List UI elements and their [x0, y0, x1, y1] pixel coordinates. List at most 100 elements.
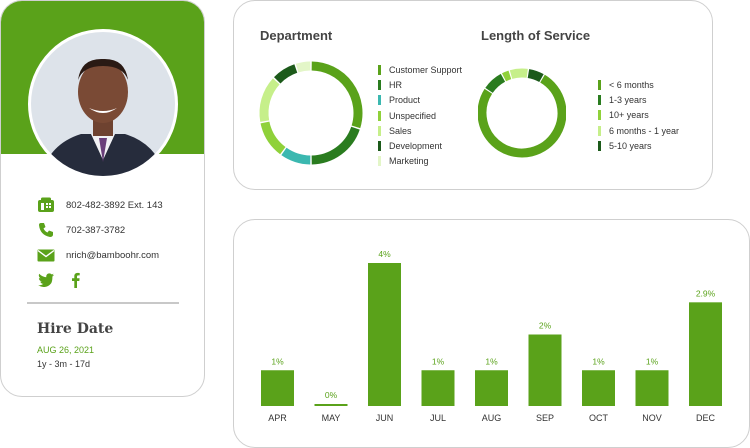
department-legend-item-5: Development: [378, 138, 462, 153]
social-links: [37, 271, 95, 289]
bar-value-label: 4%: [378, 249, 391, 259]
department-donut: [259, 61, 363, 165]
service-slice-2[interactable]: [501, 70, 512, 82]
department-slice-0[interactable]: [311, 61, 363, 129]
legend-swatch: [378, 64, 381, 75]
legend-swatch: [378, 79, 381, 90]
email-text: nrich@bamboohr.com: [66, 249, 160, 261]
service-slice-4[interactable]: [527, 69, 544, 83]
divider: [27, 302, 179, 304]
service-legend-item-3: 6 months - 1 year: [598, 123, 679, 138]
service-title: Length of Service: [481, 28, 591, 43]
x-tick-label: SEP: [536, 413, 554, 423]
legend-label: 10+ years: [609, 110, 649, 121]
legend-label: HR: [389, 79, 402, 90]
bar-jul[interactable]: [421, 370, 455, 406]
x-tick-label: APR: [268, 413, 287, 423]
x-tick-label: AUG: [482, 413, 502, 423]
legend-swatch: [598, 110, 601, 121]
legend-label: Product: [389, 95, 421, 106]
legend-swatch: [378, 95, 381, 106]
bar-value-label: 1%: [432, 356, 445, 366]
x-tick-label: OCT: [589, 413, 609, 423]
bar-dec[interactable]: [689, 302, 722, 406]
service-legend-item-1: 1-3 years: [598, 92, 679, 107]
bar-value-label: 0%: [325, 390, 338, 400]
bar-oct[interactable]: [582, 370, 615, 406]
department-legend: Customer Support HR Product Unspecified Sale…: [378, 62, 462, 169]
bar-value-label: 1%: [271, 356, 284, 366]
legend-swatch: [598, 140, 601, 151]
department-slice-6[interactable]: [295, 61, 311, 73]
department-slice-4[interactable]: [259, 78, 280, 122]
legend-swatch: [378, 156, 381, 167]
bar-value-label: 1%: [592, 356, 605, 366]
legend-swatch: [598, 125, 601, 136]
legend-label: 1-3 years: [609, 94, 647, 105]
hire-date-value: AUG 26, 2021: [37, 345, 95, 355]
x-tick-label: JUL: [430, 413, 446, 423]
service-legend-item-2: 10+ years: [598, 108, 679, 123]
legend-label: Unspecified: [389, 110, 437, 121]
x-tick-label: DEC: [696, 413, 716, 423]
legend-label: 5-10 years: [609, 140, 652, 151]
contact-mobile-phone[interactable]: 702-387-3782: [37, 221, 125, 239]
legend-label: Development: [389, 141, 443, 152]
legend-label: Sales: [389, 125, 412, 136]
legend-swatch: [598, 94, 601, 105]
bar-nov[interactable]: [635, 370, 669, 406]
service-legend-item-4: 5-10 years: [598, 138, 679, 153]
contact-work-phone[interactable]: 802-482-3892 Ext. 143: [37, 196, 163, 214]
department-legend-item-0: Customer Support: [378, 62, 462, 77]
service-legend: < 6 months 1-3 years 10+ years 6 months - 1…: [598, 77, 679, 153]
bar-value-label: 2.9%: [696, 288, 716, 298]
bar-chart-card: 1% APR 0% MAY 4% JUN 1% JUL 1% AUG 2% SEP 1% OCT 1% NOV…: [233, 219, 750, 448]
legend-swatch: [378, 110, 381, 121]
department-slice-2[interactable]: [281, 147, 311, 165]
phone-icon: [37, 221, 55, 239]
bar-jun[interactable]: [368, 263, 401, 406]
bar-value-label: 2%: [539, 321, 552, 331]
avatar: [28, 29, 178, 179]
bar-apr[interactable]: [261, 370, 294, 406]
donut-charts-card: Department Length of Service Customer Su…: [233, 0, 713, 190]
mail-icon: [37, 246, 55, 264]
department-legend-item-4: Sales: [378, 123, 462, 138]
x-tick-label: NOV: [642, 413, 662, 423]
bar-sep[interactable]: [528, 334, 562, 407]
facebook-icon[interactable]: [66, 271, 84, 289]
service-slice-1[interactable]: [485, 73, 506, 94]
department-legend-item-1: HR: [378, 77, 462, 92]
desk-phone-icon: [37, 196, 55, 214]
work-phone-text: 802-482-3892 Ext. 143: [66, 199, 163, 211]
service-slice-3[interactable]: [509, 68, 528, 79]
legend-label: 6 months - 1 year: [609, 125, 680, 136]
twitter-icon[interactable]: [37, 271, 55, 289]
legend-label: Customer Support: [389, 64, 463, 75]
service-slice-0[interactable]: [478, 74, 566, 158]
service-legend-item-0: < 6 months: [598, 77, 679, 92]
legend-swatch: [378, 125, 381, 136]
bar-value-label: 1%: [646, 356, 659, 366]
profile-card: 802-482-3892 Ext. 143 702-387-3782 nrich…: [0, 0, 205, 397]
legend-label: < 6 months: [609, 79, 654, 90]
department-slice-5[interactable]: [273, 64, 298, 84]
mobile-phone-text: 702-387-3782: [66, 224, 126, 236]
hire-date-title: Hire Date: [37, 321, 114, 337]
x-tick-label: JUN: [376, 413, 394, 423]
x-tick-label: MAY: [322, 413, 341, 423]
legend-swatch: [378, 141, 381, 152]
monthly-bar-chart: 1% APR 0% MAY 4% JUN 1% JUL 1% AUG 2% SEP 1% OCT 1% NOV…: [261, 249, 722, 423]
legend-swatch: [598, 79, 601, 90]
contact-email[interactable]: nrich@bamboohr.com: [37, 246, 159, 264]
department-legend-item-2: Product: [378, 93, 462, 108]
department-slice-3[interactable]: [260, 121, 286, 155]
bar-value-label: 1%: [485, 356, 498, 366]
department-legend-item-6: Marketing: [378, 154, 462, 169]
hire-length-value: 1y - 3m - 17d: [37, 359, 91, 369]
department-slice-1[interactable]: [311, 126, 360, 165]
bar-aug[interactable]: [475, 370, 508, 406]
bar-may[interactable]: [314, 404, 348, 406]
service-donut: [478, 68, 566, 158]
department-legend-item-3: Unspecified: [378, 108, 462, 123]
